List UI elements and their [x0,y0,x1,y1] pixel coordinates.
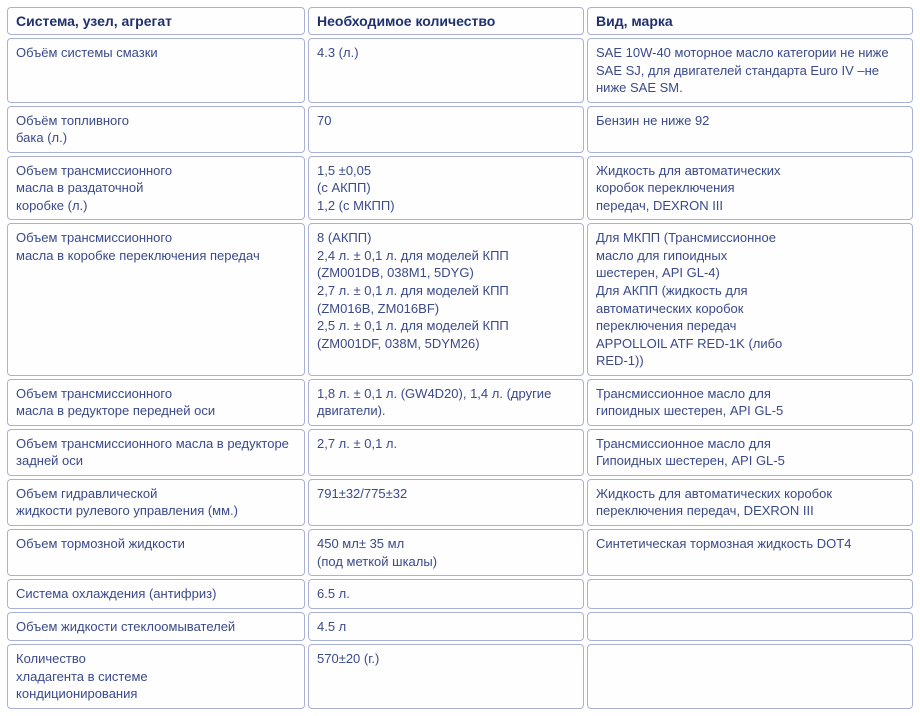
col-header-type: Вид, марка [587,7,913,35]
cell-quantity: 2,7 л. ± 0,1 л. [308,429,584,476]
cell-system: Объем трансмиссионного масла в редукторе… [7,429,305,476]
table-row: Объем трансмиссионного масла в раздаточн… [7,156,913,221]
cell-quantity: 4.5 л [308,612,584,642]
cell-system: Система охлаждения (антифриз) [7,579,305,609]
table-row: Объём топливного бака (л.)70 Бензин не н… [7,106,913,153]
cell-quantity: 4.3 (л.) [308,38,584,103]
col-header-system: Система, узел, агрегат [7,7,305,35]
cell-system: Объем тормозной жидкости [7,529,305,576]
cell-type: Жидкость для автоматических коробок пере… [587,479,913,526]
cell-type [587,644,913,709]
cell-type: Жидкость для автоматических коробок пере… [587,156,913,221]
cell-system: Объём топливного бака (л.) [7,106,305,153]
table-row: Система охлаждения (антифриз)6.5 л. [7,579,913,609]
cell-quantity: 6.5 л. [308,579,584,609]
cell-system: Объем трансмиссионного масла в редукторе… [7,379,305,426]
table-header-row: Система, узел, агрегат Необходимое колич… [7,7,913,35]
cell-quantity: 1,8 л. ± 0,1 л. (GW4D20), 1,4 л. (другие… [308,379,584,426]
table-row: Объем трансмиссионного масла в редукторе… [7,429,913,476]
table-row: Объем тормозной жидкости450 мл± 35 мл (п… [7,529,913,576]
cell-type: Трансмиссионное масло для Гипоидных шест… [587,429,913,476]
cell-system: Количество хладагента в системе кондицио… [7,644,305,709]
cell-type: SAE 10W-40 моторное масло категории не н… [587,38,913,103]
cell-type: Трансмиссионное масло для гипоидных шест… [587,379,913,426]
cell-quantity: 570±20 (г.) [308,644,584,709]
table-row: Количество хладагента в системе кондицио… [7,644,913,709]
table-row: Объем трансмиссионного масла в редукторе… [7,379,913,426]
cell-type: Бензин не ниже 92 [587,106,913,153]
cell-system: Объём системы смазки [7,38,305,103]
cell-quantity: 1,5 ±0,05 (с АКПП) 1,2 (с МКПП) [308,156,584,221]
table-row: Объем гидравлической жидкости рулевого у… [7,479,913,526]
table-row: Объем жидкости стеклоомывателей4.5 л [7,612,913,642]
cell-type: Синтетическая тормозная жидкость DOT4 [587,529,913,576]
cell-system: Объем гидравлической жидкости рулевого у… [7,479,305,526]
table-row: Объём системы смазки4.3 (л.)SAE 10W-40 м… [7,38,913,103]
cell-type [587,579,913,609]
col-header-quantity: Необходимое количество [308,7,584,35]
cell-system: Объем жидкости стеклоомывателей [7,612,305,642]
cell-type [587,612,913,642]
table-body: Объём системы смазки4.3 (л.)SAE 10W-40 м… [7,38,913,709]
cell-quantity: 70 [308,106,584,153]
cell-system: Объем трансмиссионного масла в коробке п… [7,223,305,375]
cell-system: Объем трансмиссионного масла в раздаточн… [7,156,305,221]
cell-quantity: 791±32/775±32 [308,479,584,526]
table-row: Объем трансмиссионного масла в коробке п… [7,223,913,375]
cell-type: Для МКПП (Трансмиссионное масло для гипо… [587,223,913,375]
cell-quantity: 450 мл± 35 мл (под меткой шкалы) [308,529,584,576]
specifications-table: Система, узел, агрегат Необходимое колич… [4,4,916,712]
cell-quantity: 8 (АКПП) 2,4 л. ± 0,1 л. для моделей КПП… [308,223,584,375]
